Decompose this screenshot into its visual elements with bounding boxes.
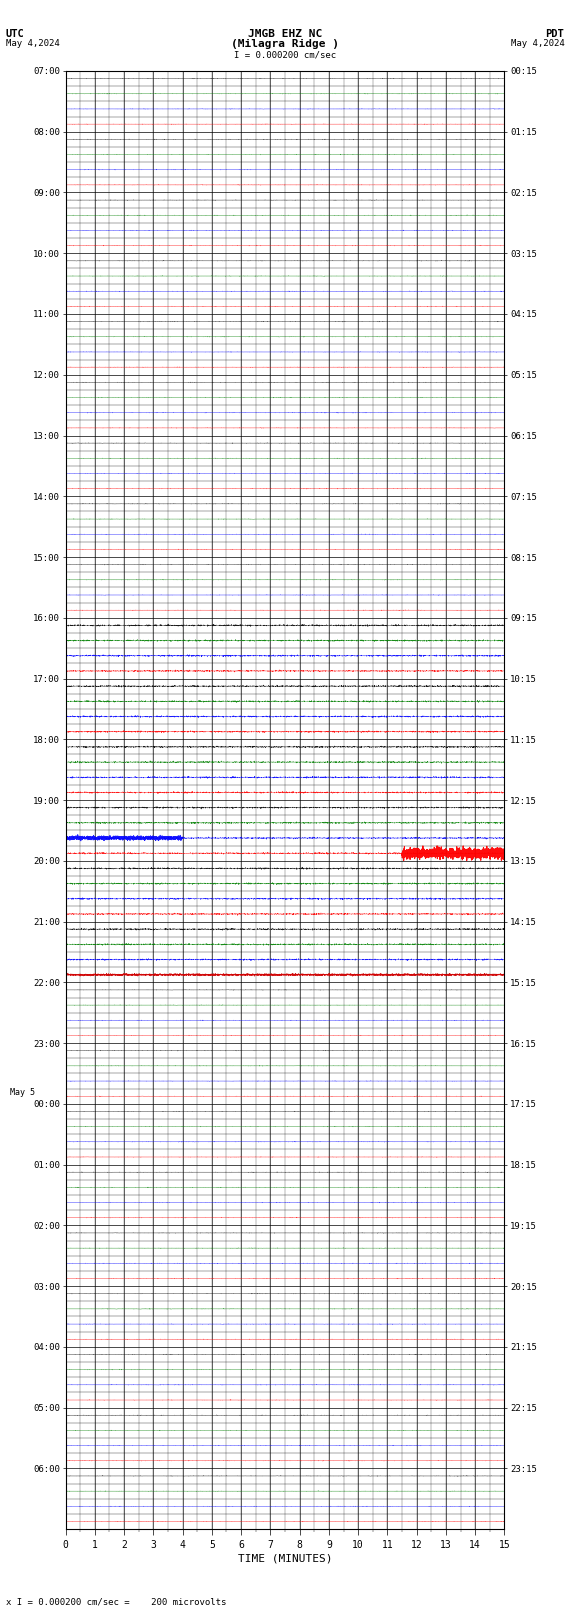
Text: I = 0.000200 cm/sec: I = 0.000200 cm/sec	[234, 50, 336, 60]
Text: x I = 0.000200 cm/sec =    200 microvolts: x I = 0.000200 cm/sec = 200 microvolts	[6, 1597, 226, 1607]
Text: UTC: UTC	[6, 29, 25, 39]
Text: JMGB EHZ NC: JMGB EHZ NC	[248, 29, 322, 39]
X-axis label: TIME (MINUTES): TIME (MINUTES)	[238, 1553, 332, 1563]
Text: PDT: PDT	[545, 29, 564, 39]
Text: (Milagra Ridge ): (Milagra Ridge )	[231, 39, 339, 48]
Text: May 4,2024: May 4,2024	[6, 39, 59, 48]
Text: May 4,2024: May 4,2024	[511, 39, 564, 48]
Text: May 5: May 5	[10, 1087, 35, 1097]
